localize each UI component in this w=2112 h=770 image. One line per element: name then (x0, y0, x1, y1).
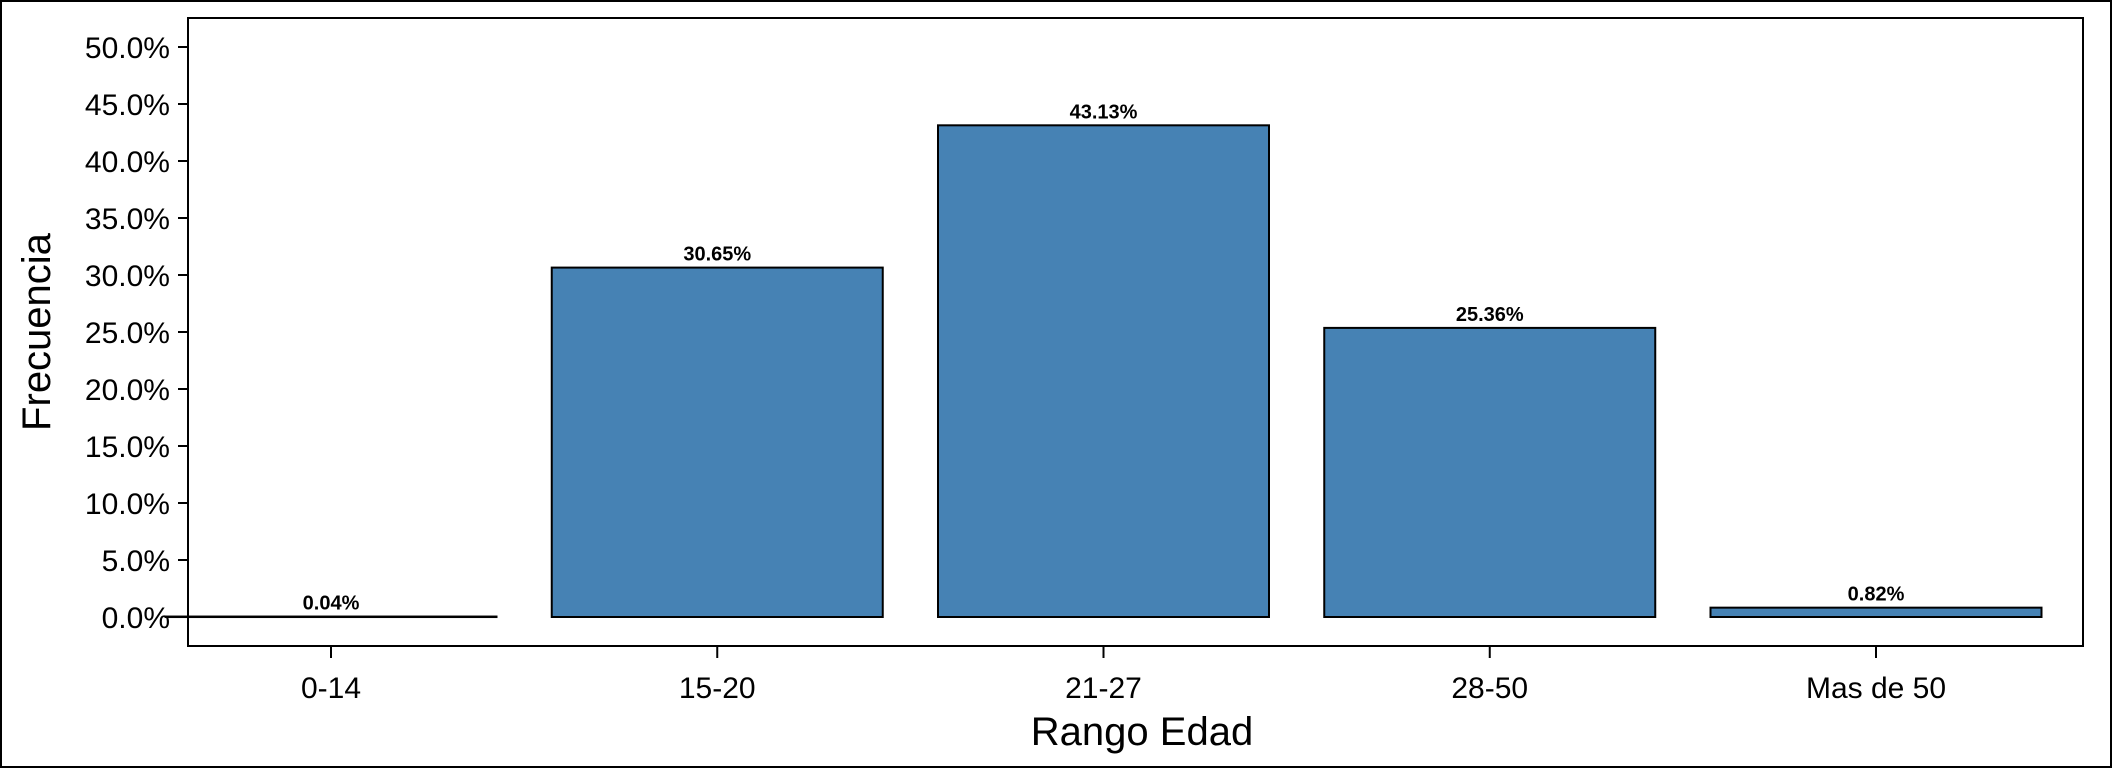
data-label: 30.65% (683, 244, 751, 266)
x-tick-label: 0-14 (301, 672, 361, 705)
x-tick-label: 28-50 (1451, 672, 1528, 705)
bar (550, 266, 884, 618)
y-tick-label: 40.0% (85, 146, 170, 179)
data-label: 43.13% (1070, 101, 1138, 123)
bar (1323, 326, 1657, 618)
x-tick-label: 15-20 (679, 672, 756, 705)
y-tick-label: 15.0% (85, 431, 170, 464)
y-axis: 0.0% 5.0% 10.0% 15.0% 20.0% 25.0% 30.0% 35.0% 40… (85, 32, 188, 635)
x-tick-label: 21-27 (1065, 672, 1142, 705)
x-axis-title: Rango Edad (1031, 710, 1253, 754)
y-tick-label: 5.0% (102, 545, 170, 578)
x-tick-label: Mas de 50 (1806, 672, 1946, 705)
bar (937, 124, 1270, 619)
data-label: 25.36% (1456, 304, 1524, 326)
y-tick-label: 0.0% (102, 602, 170, 635)
y-tick-label: 35.0% (85, 203, 170, 236)
data-label: 0.82% (1848, 584, 1905, 606)
bar (1709, 606, 2043, 618)
y-tick-label: 25.0% (85, 317, 170, 350)
y-tick-label: 50.0% (85, 32, 170, 65)
x-axis: 0-14 15-20 21-27 28-50 Mas de 50 (301, 646, 1946, 705)
y-tick-label: 45.0% (85, 89, 170, 122)
y-tick-label: 30.0% (85, 260, 170, 293)
y-axis-title: Frecuencia (15, 232, 59, 431)
y-tick-label: 10.0% (85, 488, 170, 521)
data-label: 0.04% (303, 593, 360, 615)
bar (164, 615, 498, 619)
y-tick-label: 20.0% (85, 374, 170, 407)
data-labels: 0.04% 30.65% 43.13% 25.36% 0.82% (303, 101, 1905, 614)
bars (164, 124, 2043, 619)
